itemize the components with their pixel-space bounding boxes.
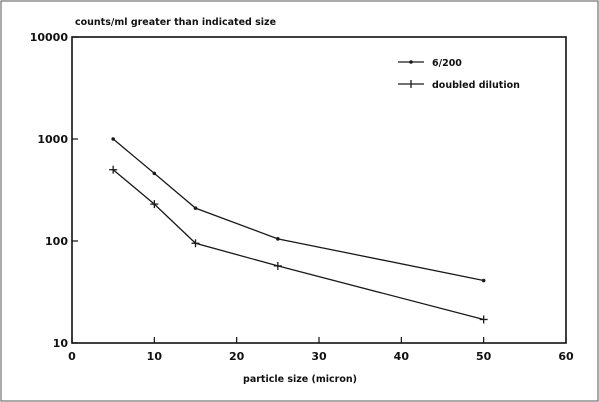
legend: 6/200 doubled dilution (398, 58, 520, 91)
x-axis-label: particle size (micron) (243, 374, 357, 385)
legend-label: 6/200 (432, 58, 462, 69)
x-tick-label: 20 (229, 350, 245, 363)
x-tick-label: 0 (68, 350, 76, 363)
chart-title: counts/ml greater than indicated size (75, 17, 276, 28)
data-point (150, 200, 159, 209)
y-tick-label: 1000 (37, 133, 68, 146)
x-tick-label: 10 (147, 350, 163, 363)
x-tick-label: 50 (476, 350, 492, 363)
data-point (276, 237, 280, 241)
series-layer (109, 137, 488, 324)
y-tick-label: 10 (53, 337, 69, 350)
data-point (273, 261, 282, 270)
data-point (479, 315, 488, 324)
data-point (152, 171, 157, 176)
data-point (111, 137, 115, 141)
data-point (193, 206, 198, 210)
legend-label: doubled dilution (432, 80, 520, 91)
x-tick-label: 30 (311, 350, 327, 363)
data-point (481, 278, 486, 283)
data-point (191, 239, 200, 248)
data-point (109, 165, 118, 174)
y-tick-label: 100 (45, 235, 68, 248)
y-tick-label: 10000 (30, 31, 69, 44)
legend-marker (409, 60, 413, 64)
x-tick-label: 40 (394, 350, 410, 363)
x-tick-label: 60 (558, 350, 574, 363)
